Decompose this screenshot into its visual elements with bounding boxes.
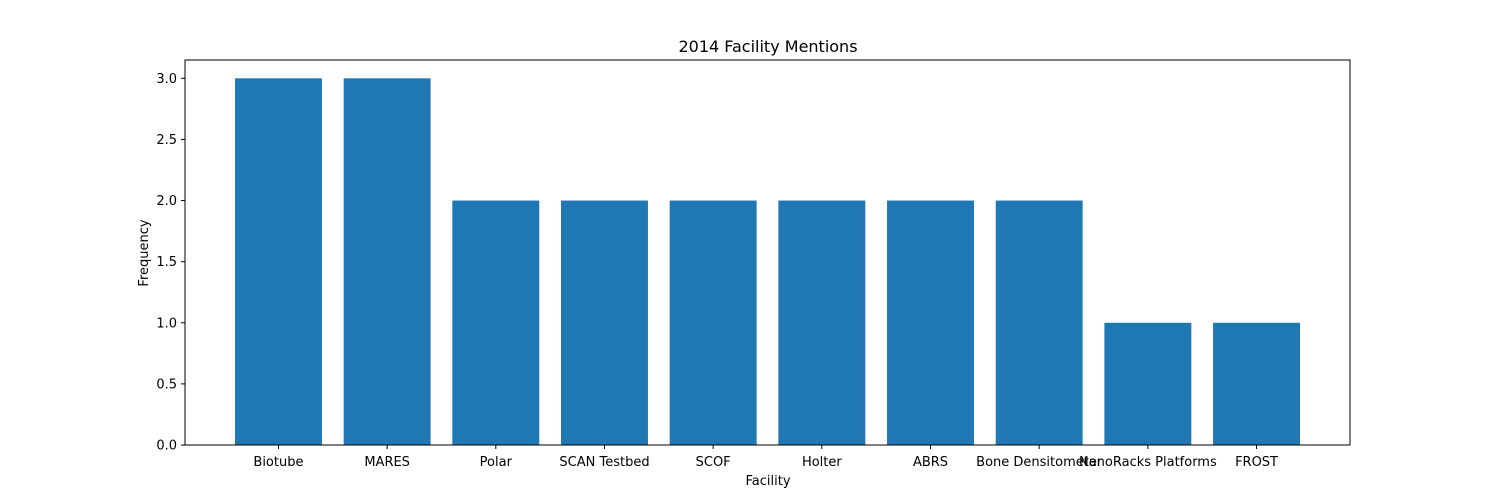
bars-group xyxy=(234,78,1301,445)
x-tick-label: MARES xyxy=(364,455,410,470)
bar-scan-testbed xyxy=(561,200,648,445)
plot-frame xyxy=(184,59,1351,446)
x-tick-label: Biotube xyxy=(253,455,303,470)
x-tick-label: Bone Densitometer xyxy=(976,455,1103,470)
bar-bone-densitometer xyxy=(995,200,1083,445)
bar-frost xyxy=(1213,322,1301,445)
x-tick-label: NanoRacks Platforms xyxy=(1079,455,1217,470)
y-axis: 0.0 0.5 1.0 1.5 2.0 2.5 3.0 xyxy=(156,72,185,454)
x-tick-label: ABRS xyxy=(913,455,948,470)
y-tick-label: 1.5 xyxy=(156,255,177,270)
y-tick-label: 2.0 xyxy=(156,194,177,209)
bar-scof xyxy=(669,200,757,445)
y-tick-label: 0.0 xyxy=(156,439,177,454)
x-axis-label: Facility xyxy=(745,474,790,489)
y-tick-label: 1.0 xyxy=(156,316,177,331)
bar-mares xyxy=(343,78,431,445)
y-tick-label: 3.0 xyxy=(156,72,177,87)
bar-nanoracks-platforms xyxy=(1104,322,1192,445)
y-axis-label: Frequency xyxy=(137,219,152,286)
x-axis: Biotube MARES Polar SCAN Testbed SCOF Holter A… xyxy=(253,445,1278,470)
bar-polar xyxy=(452,200,540,445)
bar-abrs xyxy=(887,200,974,445)
y-tick-label: 0.5 xyxy=(156,377,177,392)
bar-holter xyxy=(778,200,866,445)
x-tick-label: Polar xyxy=(480,455,513,470)
bar-biotube xyxy=(234,78,322,445)
x-tick-label: Holter xyxy=(802,455,842,470)
chart-title: 2014 Facility Mentions xyxy=(678,37,857,56)
y-tick-label: 2.5 xyxy=(156,133,177,148)
x-tick-label: SCOF xyxy=(696,455,731,470)
x-tick-label: SCAN Testbed xyxy=(559,455,649,470)
x-tick-label: FROST xyxy=(1235,455,1278,470)
